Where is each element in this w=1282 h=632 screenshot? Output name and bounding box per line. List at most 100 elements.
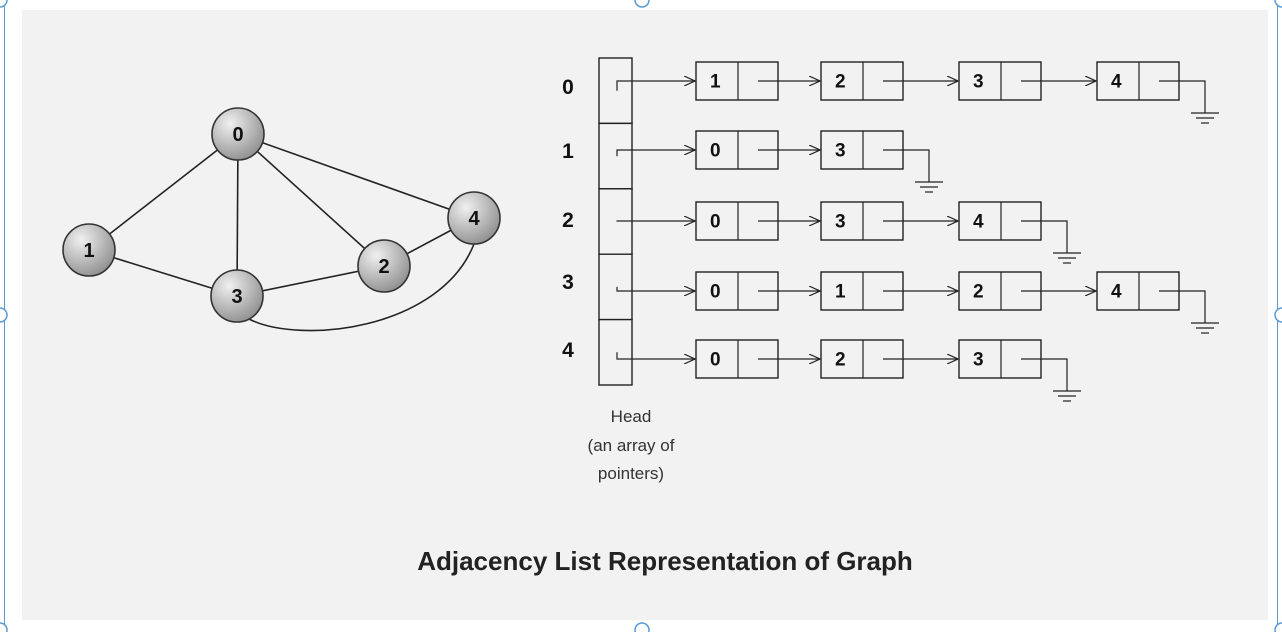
list-row-4: 0 2 3	[616, 339, 1081, 402]
head-slot-1	[598, 122, 633, 190]
handle-top-left[interactable]	[0, 0, 8, 8]
list-node-2-1: 3	[820, 201, 958, 241]
null-terminator-0	[1159, 80, 1219, 124]
graph-node-1: 1	[62, 223, 116, 277]
graph-nodes: 0 1 2 3 4	[62, 107, 501, 323]
graph-node-circle-1	[62, 223, 116, 277]
edge-0-3	[236, 133, 239, 297]
head-slot-3	[598, 253, 633, 321]
head-pointer-3	[616, 287, 695, 291]
list-node-0-0: 1	[695, 61, 820, 101]
list-node-value-0-1: 2	[835, 72, 846, 93]
graph-node-label-1: 1	[83, 240, 94, 262]
head-slot-4	[598, 318, 633, 386]
list-node-0-3: 4	[1096, 61, 1219, 124]
handle-top-right[interactable]	[1274, 0, 1282, 8]
graph-node-label-0: 0	[232, 124, 243, 146]
list-node-value-0-3: 4	[1111, 72, 1122, 93]
list-node-0-1: 2	[820, 61, 958, 101]
head-pointer-1	[616, 150, 695, 157]
list-node-3-2: 2	[958, 271, 1096, 311]
diagram-title: Adjacency List Representation of Graph	[417, 546, 913, 576]
list-node-value-2-1: 3	[835, 212, 846, 233]
null-pointer-1	[883, 149, 930, 182]
list-node-value-4-0: 0	[710, 350, 721, 371]
list-node-value-2-2: 4	[973, 212, 984, 233]
index-labels: 0 1 2 3 4	[562, 76, 574, 362]
list-row-3: 0 1 2 4	[616, 271, 1219, 334]
null-terminator-1	[883, 149, 943, 193]
graph-node-0: 0	[211, 107, 265, 161]
list-node-value-3-1: 1	[835, 282, 846, 303]
graph-node-2: 2	[357, 239, 411, 293]
list-node-value-0-0: 1	[710, 72, 721, 93]
null-pointer-0	[1159, 80, 1206, 113]
list-node-value-0-2: 3	[973, 72, 984, 93]
index-label-3: 3	[562, 271, 574, 294]
head-caption-line-1: Head	[611, 407, 652, 426]
graph-edges	[88, 133, 475, 332]
handle-bottom-left[interactable]	[0, 622, 8, 632]
list-node-2-0: 0	[695, 201, 820, 241]
list-node-1-1: 3	[820, 130, 943, 193]
list-node-4-1: 2	[820, 339, 958, 379]
list-node-value-3-2: 2	[973, 282, 984, 303]
head-pointer-4	[616, 352, 695, 359]
index-label-0: 0	[562, 76, 574, 99]
null-terminator-2	[1021, 220, 1081, 264]
list-node-value-2-0: 0	[710, 212, 721, 233]
list-node-value-3-3: 4	[1111, 282, 1122, 303]
list-node-3-1: 1	[820, 271, 958, 311]
list-node-0-2: 3	[958, 61, 1096, 101]
graph-node-label-2: 2	[378, 256, 389, 278]
graph-node-circle-2	[357, 239, 411, 293]
graph-node-4: 4	[447, 191, 501, 245]
graph-node-circle-4	[447, 191, 501, 245]
head-caption-line-3: pointers)	[598, 464, 664, 483]
head-slot-0	[598, 57, 633, 125]
handle-left[interactable]	[0, 307, 8, 323]
graph-node-3: 3	[210, 269, 264, 323]
head-pointer-0	[616, 81, 695, 91]
edge-0-2	[237, 133, 385, 267]
list-row-2: 0 3 4	[616, 201, 1081, 264]
list-node-value-3-0: 0	[710, 282, 721, 303]
handle-bottom[interactable]	[634, 622, 650, 632]
graph-node-label-3: 3	[231, 286, 242, 308]
null-pointer-3	[1159, 290, 1206, 323]
handle-top[interactable]	[634, 0, 650, 8]
index-label-2: 2	[562, 209, 574, 232]
graph-node-circle-3	[210, 269, 264, 323]
head-pointer-2	[616, 221, 695, 222]
list-node-box-0-0	[695, 61, 779, 101]
list-node-value-4-1: 2	[835, 350, 846, 371]
graph-node-circle-0	[211, 107, 265, 161]
list-node-value-1-0: 0	[710, 141, 721, 162]
list-node-value-4-2: 3	[973, 350, 984, 371]
edge-0-1	[88, 133, 239, 251]
null-terminator-4	[1021, 358, 1081, 402]
head-caption: Head (an array of pointers)	[588, 407, 675, 483]
null-pointer-2	[1021, 220, 1068, 253]
edge-3-4	[248, 243, 475, 332]
list-node-4-2: 3	[958, 339, 1081, 402]
index-label-4: 4	[562, 339, 574, 362]
list-node-2-2: 4	[958, 201, 1081, 264]
list-node-value-1-1: 3	[835, 141, 846, 162]
list-row-0: 1 2 3 4	[616, 61, 1219, 124]
null-pointer-4	[1021, 358, 1068, 391]
list-node-3-3: 4	[1096, 271, 1219, 334]
adjacency-lists: 1 2 3 40 30 3 40 1 2 40 2 3	[616, 61, 1219, 402]
head-array	[598, 57, 633, 386]
graph-node-label-4: 4	[468, 208, 480, 230]
null-terminator-3	[1159, 290, 1219, 334]
index-label-1: 1	[562, 140, 574, 163]
handle-bottom-right[interactable]	[1274, 622, 1282, 632]
head-caption-line-2: (an array of	[588, 436, 675, 455]
handle-right[interactable]	[1274, 307, 1282, 323]
list-node-4-0: 0	[695, 339, 820, 379]
list-node-3-0: 0	[695, 271, 820, 311]
